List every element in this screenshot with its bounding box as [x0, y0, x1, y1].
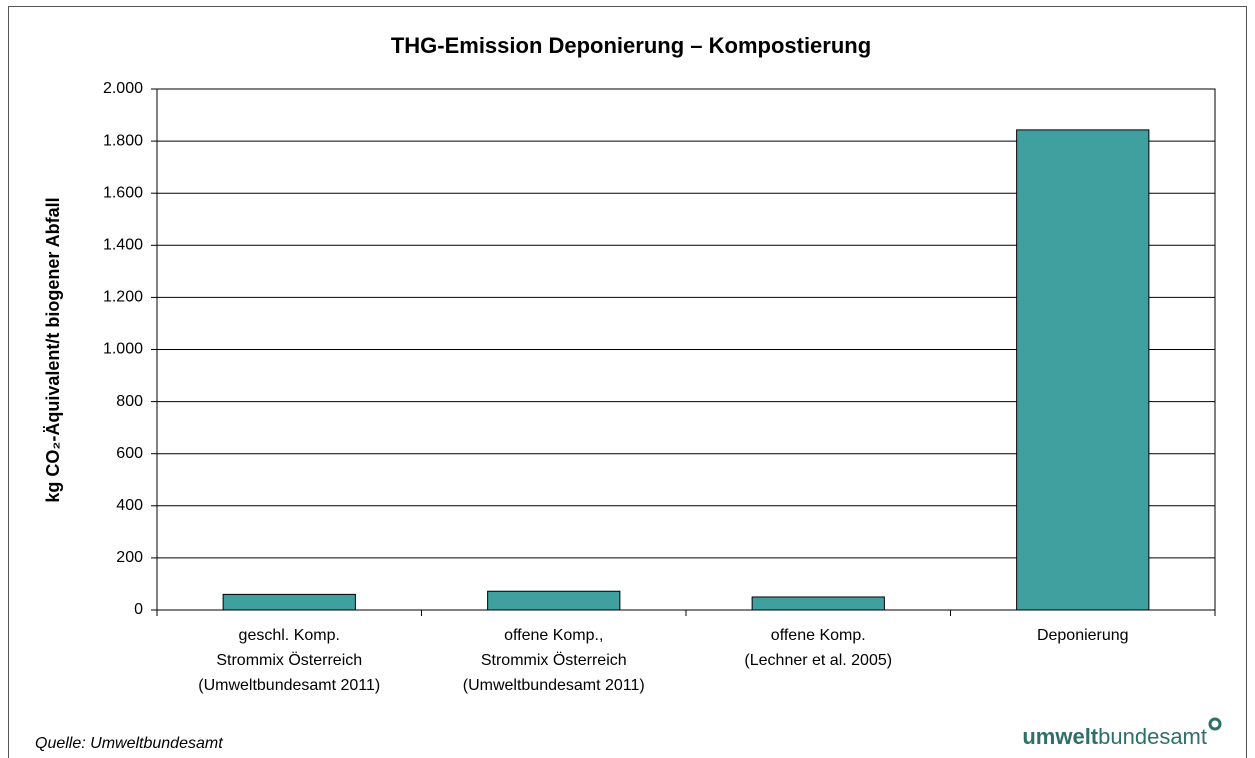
logo: umweltbundesamt: [1022, 724, 1207, 749]
y-tick-label: 0: [134, 601, 143, 618]
y-tick-label: 1.000: [103, 341, 143, 358]
source: Quelle: Umweltbundesamt: [35, 735, 223, 752]
y-tick-label: 600: [116, 445, 143, 462]
x-tick-line: geschl. Komp.: [239, 627, 340, 644]
x-tick-line: (Umweltbundesamt 2011): [198, 677, 380, 694]
x-tick-label: geschl. Komp. Strommix Österreich (Umweltb…: [198, 627, 380, 694]
x-tick-line: offene Komp.: [771, 627, 866, 644]
logo-part: umwelt: [1022, 724, 1098, 749]
logo-part: bundesamt: [1098, 724, 1207, 749]
y-tick-label: 1.200: [103, 289, 143, 306]
y-tick-label: 1.600: [103, 184, 143, 201]
y-tick-label: 1.400: [103, 237, 143, 254]
x-tick-label: offene Komp., Strommix Österreich (Umweltb…: [463, 627, 645, 694]
x-tick-label: Deponierung: [1037, 627, 1129, 644]
y-tick-label: 1.800: [103, 132, 143, 149]
chart-title: THG-Emission Deponierung – Kompostierung: [391, 33, 871, 58]
y-tick-label: 2.000: [103, 80, 143, 97]
logo-icon: [1208, 717, 1222, 731]
x-tick-line: offene Komp.,: [504, 627, 603, 644]
bar: [1016, 129, 1150, 611]
y-tick-label: 800: [116, 393, 143, 410]
bar: [222, 593, 356, 611]
x-tick-line: (Lechner et al. 2005): [744, 652, 892, 669]
x-tick-line: Strommix Österreich: [216, 651, 362, 669]
x-tick-label: offene Komp. (Lechner et al. 2005): [744, 627, 892, 669]
y-tick-label: 400: [116, 497, 143, 514]
y-axis-label: kg CO₂-Äquivalent/t biogener Abfall: [43, 197, 63, 502]
bar: [487, 590, 621, 611]
bar: [751, 596, 885, 611]
y-tick-label: 200: [116, 549, 143, 566]
x-tick-line: Strommix Österreich: [481, 651, 627, 669]
chart-frame: [8, 6, 1247, 758]
x-tick-line: (Umweltbundesamt 2011): [463, 677, 645, 694]
x-tick-line: Deponierung: [1037, 627, 1129, 644]
